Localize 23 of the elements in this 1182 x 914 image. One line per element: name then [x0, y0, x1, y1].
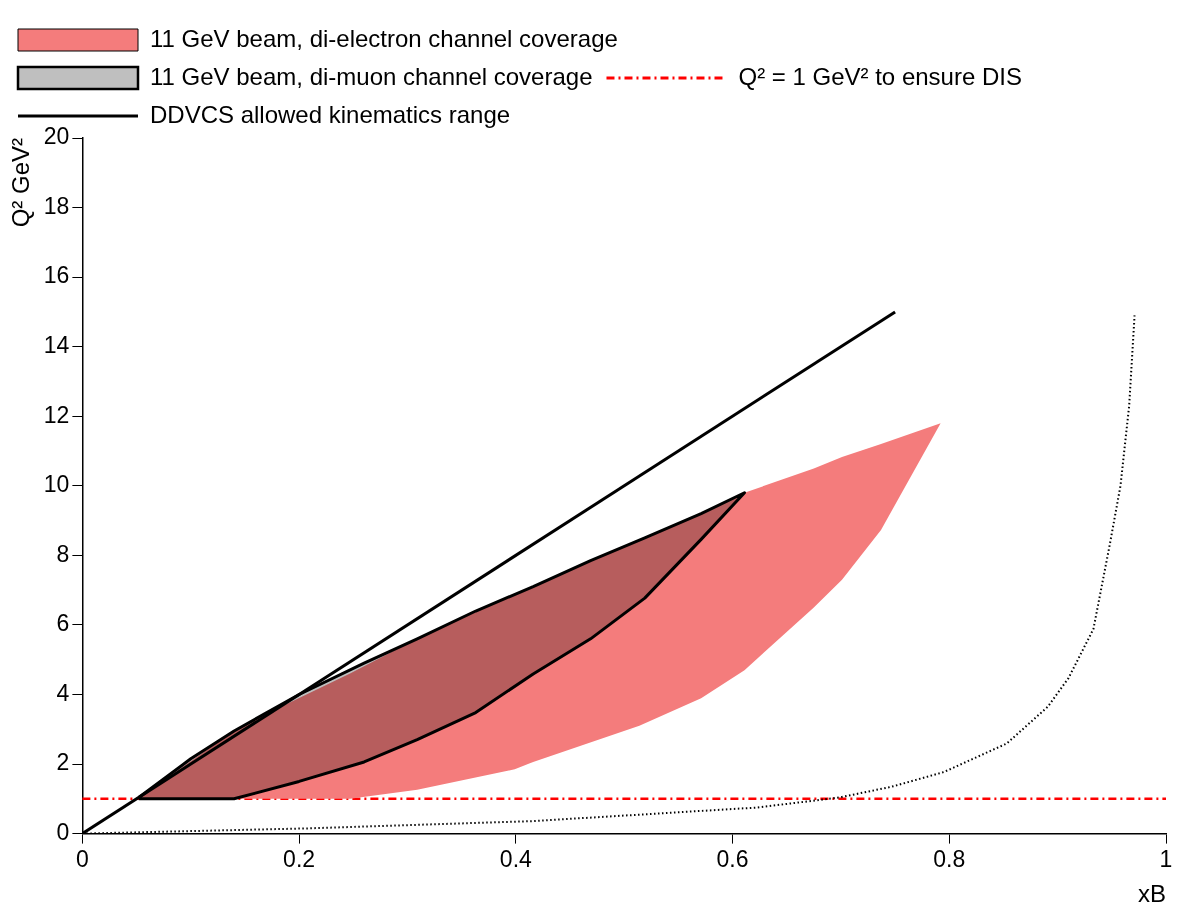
y-tick-label: 8	[56, 540, 70, 567]
legend-label: 11 GeV beam, di-electron channel coverage	[150, 24, 618, 52]
y-tick-label: 10	[43, 471, 70, 498]
legend-label: Q² = 1 GeV² to ensure DIS	[738, 62, 1022, 90]
legend-label: DDVCS allowed kinematics range	[150, 100, 511, 128]
y-tick-label: 16	[43, 262, 70, 289]
y-tick-label: 6	[56, 610, 70, 637]
x-tick-label: 0.2	[283, 845, 316, 872]
y-tick-label: 2	[56, 749, 70, 776]
y-tick-label: 20	[43, 123, 70, 150]
x-tick-label: 0.4	[499, 845, 533, 872]
y-axis-title: Q² GeV²	[7, 137, 35, 228]
y-tick-label: 14	[43, 332, 70, 359]
y-tick-label: 4	[56, 679, 70, 706]
x-tick-label: 0	[75, 845, 89, 872]
y-tick-label: 18	[43, 192, 70, 219]
x-axis-title: xB	[1137, 880, 1166, 908]
x-tick-label: 0.6	[716, 845, 749, 872]
x-tick-label: 1	[1159, 845, 1173, 872]
y-tick-label: 12	[43, 401, 70, 428]
legend-label: 11 GeV beam, di-muon channel coverage	[150, 62, 593, 90]
x-tick-label: 0.8	[933, 845, 966, 872]
y-tick-label: 0	[56, 818, 70, 845]
